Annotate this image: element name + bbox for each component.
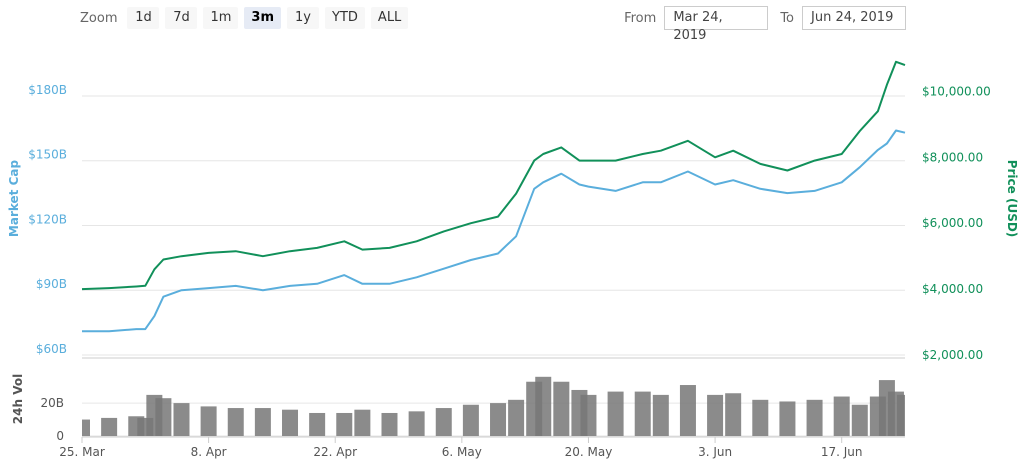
from-date-input[interactable]: Mar 24, 2019 — [664, 6, 769, 43]
y-right-tick-label: $10,000.00 — [922, 84, 991, 98]
zoom-button-all[interactable]: ALL — [370, 7, 409, 29]
volume-axis-title: 24h Vol — [11, 374, 25, 424]
x-tick-label: 8. Apr — [191, 445, 227, 459]
y-right-tick-label: $4,000.00 — [922, 282, 983, 296]
to-label: To — [780, 10, 794, 26]
volume-bar — [707, 394, 724, 436]
volume-bar — [254, 408, 271, 436]
volume-tick-label: 0 — [56, 429, 64, 443]
volume-bar — [336, 412, 353, 436]
volume-bar — [82, 419, 90, 436]
volume-bar — [851, 404, 868, 436]
x-tick-label: 6. May — [442, 445, 482, 459]
volume-bar — [462, 404, 479, 436]
volume-bar — [806, 399, 823, 436]
date-range-selector: From Mar 24, 2019 To Jun 24, 2019 — [624, 6, 906, 43]
to-date-input[interactable]: Jun 24, 2019 — [802, 6, 906, 30]
x-tick-label: 25. Mar — [59, 445, 105, 459]
volume-bar — [173, 403, 190, 436]
volume-bar — [227, 408, 244, 436]
volume-bar — [580, 394, 597, 436]
volume-bar — [652, 394, 669, 436]
x-tick-label: 17. Jun — [821, 445, 863, 459]
y-left-tick-label: $150B — [28, 148, 67, 162]
y-left-tick-label: $90B — [36, 277, 67, 291]
volume-tick-label: 20B — [40, 396, 64, 410]
zoom-button-3m[interactable]: 3m — [244, 7, 282, 29]
volume-bar — [634, 391, 651, 436]
zoom-button-1d[interactable]: 1d — [127, 7, 160, 29]
volume-bar — [679, 385, 696, 436]
volume-bar — [833, 396, 850, 436]
y-left-axis-title: Market Cap — [7, 160, 21, 238]
volume-bar — [408, 411, 425, 436]
volume-bar — [508, 399, 525, 436]
volume-bar — [553, 381, 570, 436]
volume-bar — [752, 399, 769, 436]
volume-bar — [381, 412, 398, 436]
volume-bar — [282, 409, 299, 436]
volume-bar — [779, 401, 796, 436]
volume-bar — [155, 398, 172, 436]
volume-bar — [101, 417, 118, 436]
y-right-tick-label: $2,000.00 — [922, 348, 983, 362]
x-tick-label: 22. Apr — [313, 445, 357, 459]
volume-bar — [490, 403, 507, 436]
volume-bar — [897, 394, 905, 436]
y-right-tick-label: $8,000.00 — [922, 150, 983, 164]
zoom-label: Zoom — [80, 10, 118, 26]
market-cap-line — [82, 129, 906, 333]
x-tick-label: 3. Jun — [698, 445, 732, 459]
volume-bar — [535, 376, 552, 436]
volume-bar — [607, 391, 624, 436]
volume-bar — [725, 393, 742, 436]
volume-bar — [309, 412, 326, 436]
y-left-tick-label: $180B — [28, 83, 67, 97]
y-left-tick-label: $120B — [28, 212, 67, 226]
y-right-axis-title: Price (USD) — [1005, 160, 1019, 238]
zoom-button-ytd[interactable]: YTD — [325, 7, 365, 29]
zoom-button-1m[interactable]: 1m — [203, 7, 239, 29]
zoom-button-7d[interactable]: 7d — [165, 7, 198, 29]
from-label: From — [624, 10, 657, 26]
y-left-tick-label: $60B — [36, 342, 67, 356]
zoom-bar: Zoom 1d 7d 1m 3m 1y YTD ALL — [80, 6, 409, 30]
x-tick-label: 20. May — [565, 445, 613, 459]
volume-bar — [435, 408, 452, 436]
price-line — [81, 60, 906, 291]
zoom-button-1y[interactable]: 1y — [287, 7, 320, 29]
y-right-tick-label: $6,000.00 — [922, 216, 983, 230]
volume-bar — [354, 409, 371, 436]
volume-bar — [200, 406, 217, 436]
